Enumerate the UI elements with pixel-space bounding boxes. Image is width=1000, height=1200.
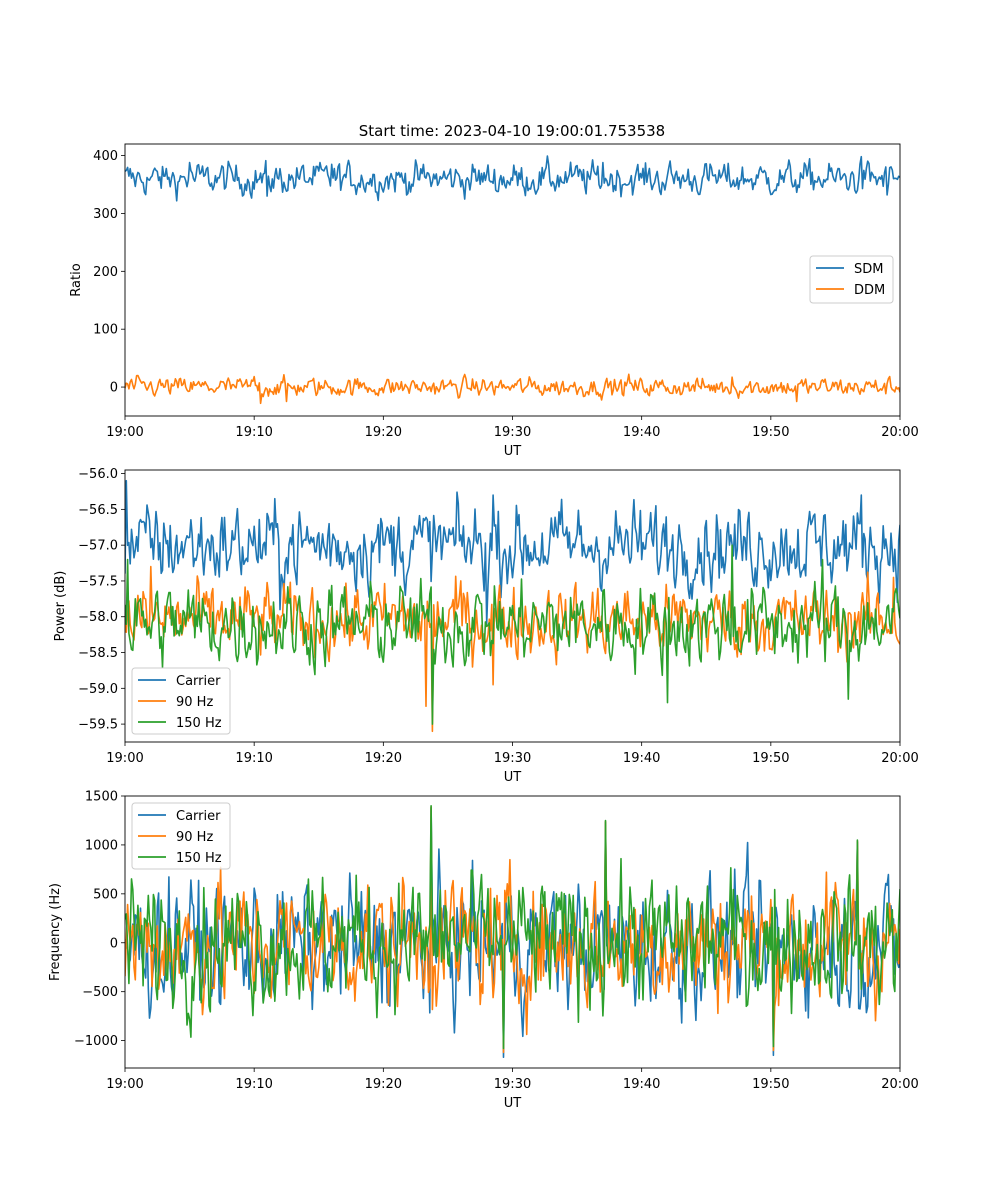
- y-tick-label: −1000: [74, 1034, 118, 1049]
- x-tick-label: 19:50: [752, 425, 789, 440]
- y-tick-label: 1500: [85, 790, 118, 805]
- x-tick-label: 19:30: [494, 1077, 531, 1092]
- x-tick-label: 19:20: [365, 751, 402, 766]
- x-tick-label: 19:00: [106, 1077, 143, 1092]
- y-tick-label: −56.5: [78, 503, 118, 518]
- legend-label: 150 Hz: [176, 716, 222, 731]
- y-tick-label: −59.0: [78, 682, 118, 697]
- y-tick-label: 400: [93, 149, 118, 164]
- series-line-2: [125, 373, 900, 405]
- y-tick-label: 200: [93, 265, 118, 280]
- x-tick-label: 20:00: [881, 751, 918, 766]
- x-tick-label: 20:00: [881, 425, 918, 440]
- series-line-1: [125, 155, 900, 202]
- y-tick-label: 0: [110, 381, 118, 396]
- x-tick-label: 19:50: [752, 1077, 789, 1092]
- chart-panel-1: 19:00 19:10 19:20 19:30 19:40 19:50 20:00 0 100 2…: [69, 143, 919, 459]
- x-tick-label: 19:00: [106, 425, 143, 440]
- series-line-2: [125, 565, 900, 733]
- x-tick-label: 19:40: [623, 425, 660, 440]
- legend-label: 90 Hz: [176, 830, 213, 845]
- y-tick-label: 500: [93, 887, 118, 902]
- x-tick-label: 19:30: [494, 425, 531, 440]
- figure-title: Start time: 2023-04-10 19:00:01.753538: [359, 122, 665, 140]
- chart-panel-3: 19:00 19:10 19:20 19:30 19:40 19:50 20:00 1500 1…: [48, 790, 919, 1112]
- x-axis-label: UT: [504, 444, 522, 459]
- series-line-1: [125, 479, 900, 625]
- x-tick-label: 19:10: [235, 751, 272, 766]
- y-tick-label: −59.5: [78, 718, 118, 733]
- x-tick-label: 19:20: [365, 425, 402, 440]
- legend: Carrier 90 Hz 150 Hz: [131, 667, 231, 735]
- x-tick-label: 19:10: [235, 1077, 272, 1092]
- y-tick-label: −500: [82, 985, 118, 1000]
- legend-label: Carrier: [176, 809, 221, 824]
- y-axis-label: Power (dB): [53, 571, 68, 642]
- legend-label: DDM: [854, 283, 885, 298]
- x-tick-label: 20:00: [881, 1077, 918, 1092]
- series-group: [125, 155, 900, 405]
- x-tick-label: 19:50: [752, 751, 789, 766]
- legend-label: 150 Hz: [176, 851, 222, 866]
- y-tick-label: 1000: [85, 838, 118, 853]
- x-tick-label: 19:40: [623, 1077, 660, 1092]
- x-tick-label: 19:20: [365, 1077, 402, 1092]
- chart-panel-2: 19:00 19:10 19:20 19:30 19:40 19:50 20:00 −56.0…: [53, 467, 919, 785]
- legend-box: [131, 667, 231, 735]
- legend-box: [131, 802, 231, 870]
- y-tick-label: −56.0: [78, 467, 118, 482]
- y-tick-label: 0: [110, 936, 118, 951]
- x-tick-label: 19:30: [494, 751, 531, 766]
- x-tick-label: 19:10: [235, 425, 272, 440]
- legend-label: 90 Hz: [176, 695, 213, 710]
- legend: Carrier 90 Hz 150 Hz: [131, 802, 231, 870]
- legend: SDM DDM: [809, 255, 894, 304]
- legend-label: SDM: [854, 262, 883, 277]
- y-tick-label: 300: [93, 207, 118, 222]
- x-tick-label: 19:40: [623, 751, 660, 766]
- series-line-3: [125, 804, 900, 1050]
- y-tick-label: 100: [93, 323, 118, 338]
- legend-label: Carrier: [176, 674, 221, 689]
- y-tick-label: −57.0: [78, 539, 118, 554]
- x-tick-label: 19:00: [106, 751, 143, 766]
- series-line-3: [125, 544, 900, 725]
- series-group: [125, 804, 900, 1058]
- series-group: [125, 479, 900, 733]
- y-tick-label: −58.5: [78, 646, 118, 661]
- y-tick-label: −57.5: [78, 574, 118, 589]
- y-axis-label: Ratio: [69, 263, 84, 296]
- x-axis-label: UT: [504, 1096, 522, 1111]
- y-axis-label: Frequency (Hz): [48, 883, 63, 981]
- x-axis-label: UT: [504, 770, 522, 785]
- y-tick-label: −58.0: [78, 610, 118, 625]
